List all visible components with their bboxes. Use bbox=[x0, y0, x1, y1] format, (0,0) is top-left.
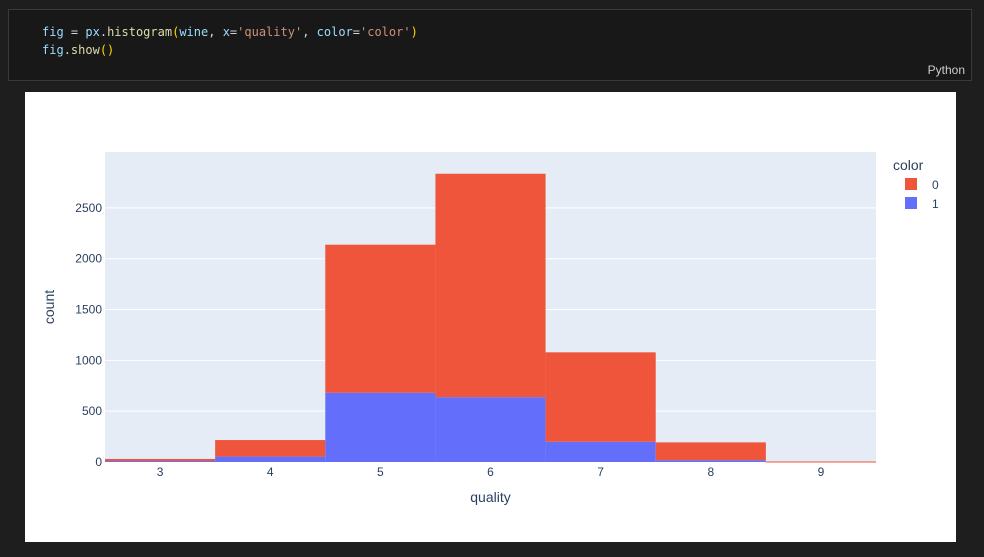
x-tick-label: 8 bbox=[707, 465, 714, 479]
legend-item-1[interactable]: 1 bbox=[905, 197, 939, 211]
code-token: fig bbox=[42, 25, 64, 39]
x-tick-label: 7 bbox=[597, 465, 604, 479]
x-tick-label: 9 bbox=[818, 465, 825, 479]
legend-label: 1 bbox=[932, 197, 939, 211]
code-editor[interactable]: fig = px.histogram(wine, x='quality', co… bbox=[42, 23, 418, 59]
cell-output: 0 500 1000 1500 2000 2500 3 4 5 6 7 8 9 quality cou… bbox=[25, 92, 956, 542]
y-tick-label: 1500 bbox=[75, 303, 102, 317]
histogram-chart: 0 500 1000 1500 2000 2500 3 4 5 6 7 8 9 quality cou… bbox=[41, 152, 939, 505]
legend-item-0[interactable]: 0 bbox=[905, 178, 939, 192]
x-tick-labels: 3 4 5 6 7 8 9 bbox=[157, 465, 825, 479]
code-token: . bbox=[99, 25, 108, 39]
x-tick-label: 4 bbox=[267, 465, 274, 479]
legend-swatch bbox=[905, 178, 917, 190]
y-tick-label: 500 bbox=[82, 404, 102, 418]
bar-9-color-0[interactable] bbox=[765, 461, 876, 463]
code-token: x bbox=[222, 25, 230, 39]
code-token: 'color' bbox=[360, 25, 411, 39]
code-token: = bbox=[229, 25, 238, 39]
bar-5-color-1[interactable] bbox=[325, 392, 436, 462]
legend[interactable]: color 0 1 bbox=[893, 157, 939, 211]
code-line-1: fig = px.histogram(wine, x='quality', co… bbox=[42, 25, 418, 39]
bar-3-color-0[interactable] bbox=[105, 458, 216, 461]
legend-label: 0 bbox=[932, 178, 939, 192]
y-axis-title: count bbox=[41, 290, 57, 324]
legend-swatch bbox=[905, 197, 917, 209]
code-token: show bbox=[70, 43, 100, 57]
y-tick-label: 2000 bbox=[75, 252, 102, 266]
code-token: . bbox=[63, 43, 71, 57]
code-token: px bbox=[85, 25, 100, 39]
y-tick-labels: 0 500 1000 1500 2000 2500 bbox=[75, 201, 102, 469]
bar-6-color-1[interactable] bbox=[435, 397, 546, 462]
bar-3-color-1[interactable] bbox=[105, 460, 216, 462]
code-token: = bbox=[352, 25, 360, 39]
x-tick-label: 6 bbox=[487, 465, 494, 479]
code-token: ( bbox=[172, 25, 180, 39]
bar-8-color-1[interactable] bbox=[655, 460, 766, 462]
code-cell[interactable]: fig = px.histogram(wine, x='quality', co… bbox=[8, 9, 972, 81]
code-token: fig bbox=[42, 43, 64, 57]
bar-5-color-0[interactable] bbox=[325, 244, 436, 393]
y-tick-label: 1000 bbox=[75, 353, 102, 367]
code-token: , bbox=[302, 25, 317, 39]
code-token: 'quality' bbox=[237, 25, 303, 39]
bars bbox=[105, 173, 876, 463]
bar-4-color-1[interactable] bbox=[215, 456, 326, 462]
x-tick-label: 5 bbox=[377, 465, 384, 479]
x-axis-title: quality bbox=[470, 489, 510, 505]
code-token: = bbox=[63, 25, 86, 39]
code-token: ) bbox=[410, 25, 418, 39]
bar-8-color-0[interactable] bbox=[655, 442, 766, 461]
legend-title: color bbox=[893, 157, 924, 173]
y-tick-label: 2500 bbox=[75, 201, 102, 215]
bar-7-color-0[interactable] bbox=[545, 352, 656, 442]
code-token: () bbox=[99, 43, 115, 57]
code-token: , bbox=[208, 25, 223, 39]
bar-4-color-0[interactable] bbox=[215, 440, 326, 457]
code-token: color bbox=[316, 25, 353, 39]
cell-language-label[interactable]: Python bbox=[927, 63, 965, 77]
bar-6-color-0[interactable] bbox=[435, 173, 546, 398]
x-tick-label: 3 bbox=[157, 465, 164, 479]
code-token: histogram bbox=[107, 25, 173, 39]
code-line-2: fig.show() bbox=[42, 43, 114, 57]
code-token: wine bbox=[179, 25, 209, 39]
y-tick-label: 0 bbox=[95, 455, 102, 469]
bar-7-color-1[interactable] bbox=[545, 441, 656, 462]
